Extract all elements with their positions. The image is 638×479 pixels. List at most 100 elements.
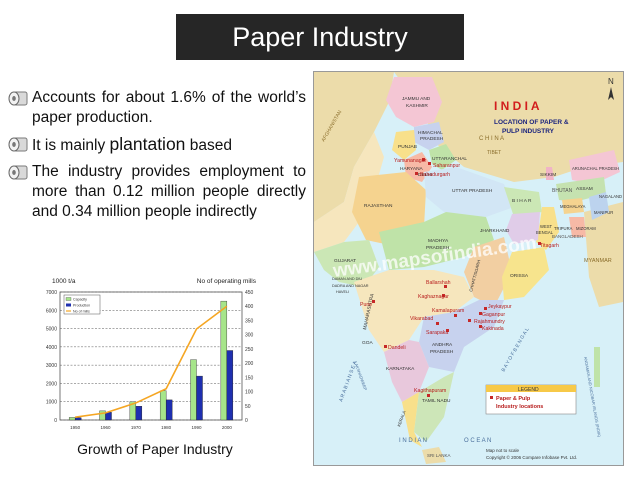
- label-hp-2: PRADESH: [420, 136, 444, 142]
- city-pune: Pune: [360, 302, 372, 308]
- label-bangladesh: BANGLADESH: [552, 234, 583, 239]
- state-punjab: [392, 130, 416, 160]
- label-arabian-sea: A R A B I A N S E A: [338, 360, 359, 403]
- bar-production: [135, 406, 143, 421]
- map-legend-header: [486, 385, 576, 392]
- marker-vikarabad: [436, 322, 439, 325]
- label-assam: ASSAM: [576, 186, 593, 192]
- marker-rajahmundry: [468, 319, 471, 322]
- bullet-1: Accounts for about 1.6% of the world’s p…: [6, 88, 306, 128]
- map-title: I N D I A: [494, 99, 540, 113]
- x-tick-label: 1960: [100, 425, 111, 430]
- label-manipur: MANIPUR: [594, 210, 613, 215]
- state-kerala: [402, 392, 422, 447]
- marker-kamalapuram: [454, 314, 457, 317]
- label-ap-2: PRADESH: [430, 349, 454, 355]
- bar-production: [226, 350, 234, 421]
- label-bihar: B I H A R: [512, 198, 532, 204]
- label-tibet: TIBET: [487, 150, 501, 156]
- label-uttaranchal: UTTARANCHAL: [432, 156, 467, 162]
- bar-capacity: [190, 359, 197, 421]
- slide-title: Paper Industry: [176, 14, 464, 60]
- bar-production: [196, 375, 203, 421]
- label-daman: DAMAN AND DIU: [332, 277, 362, 281]
- state-jharkhand: [506, 212, 540, 244]
- label-bhutan: BHUTAN: [552, 188, 573, 194]
- label-delhi: DELHI: [418, 172, 432, 178]
- city-kaghaznagar: Kaghaznagar: [418, 294, 449, 300]
- bullet-2: It is mainly plantation based: [6, 134, 306, 156]
- bullet-1-text: Accounts for about 1.6% of the world’s p…: [32, 89, 306, 126]
- paper-growth-chart: 0 1000 2000 3000 4000 5000 6000 7000 0 50 100 150 20…: [46, 278, 257, 430]
- state-karnataka: [384, 340, 429, 402]
- label-wb-2: BENGAL: [536, 230, 554, 235]
- marker-dandeli: [384, 345, 387, 348]
- bullet-3-text: The industry provides employment to more…: [32, 163, 306, 220]
- y-tick-label: 2000: [46, 381, 57, 387]
- andaman-islands: [594, 347, 600, 387]
- state-mp: [379, 212, 494, 270]
- map-subtitle-1: LOCATION OF PAPER &: [494, 119, 569, 126]
- label-up: UTTAR PRADESH: [452, 188, 493, 194]
- state-bihar: [504, 187, 542, 217]
- state-mizoram: [569, 217, 586, 237]
- city-titagarh: Titagarh: [540, 243, 559, 249]
- state-up: [424, 167, 514, 217]
- north-arrow-icon: [608, 87, 614, 100]
- state-arunachal: [569, 150, 620, 184]
- bar-production: [74, 417, 82, 421]
- city-kamalapuram: Kamalapuram: [432, 308, 464, 314]
- label-ap-1: ANDHRA: [432, 342, 453, 348]
- srilanka-region: [422, 447, 446, 464]
- state-jk: [386, 77, 442, 127]
- label-sikkim: SIKKIM: [540, 172, 556, 178]
- state-wb: [536, 207, 559, 250]
- state-tamilnadu: [414, 372, 454, 442]
- label-haryana: HARYANA: [400, 166, 424, 172]
- marker-titagarh: [538, 242, 541, 245]
- y2-tick-label: 0: [245, 418, 248, 424]
- label-dnh-2: HAVELI: [336, 290, 349, 294]
- y2-tick-label: 200: [245, 361, 254, 367]
- label-mp-2: PRADESH: [426, 245, 450, 251]
- marker-kagithapuram: [427, 394, 430, 397]
- y-axis-label: 1000 t/a: [52, 278, 76, 285]
- label-wb-1: WEST: [540, 224, 553, 229]
- city-rajahmundry: Rajahmundry: [474, 319, 505, 325]
- city-dandeli: Dandeli: [388, 345, 406, 351]
- state-uttaranchal: [429, 144, 456, 170]
- y2-tick-label: 50: [245, 404, 251, 410]
- label-jk-2: KASHMIR: [406, 103, 428, 109]
- bullet-list: Accounts for about 1.6% of the world’s p…: [6, 88, 306, 228]
- state-sikkim: [546, 167, 554, 180]
- state-manipur: [589, 192, 609, 220]
- bullet-2-emphasis: plantation: [109, 134, 186, 154]
- legend-swatch-production: [66, 303, 71, 307]
- y-tick-label: 4000: [46, 345, 57, 351]
- label-goa: GOA: [362, 340, 373, 346]
- bullet-2-before: It is mainly: [32, 137, 110, 154]
- x-tick-label: 1950: [70, 425, 81, 430]
- marker-saharanpur: [428, 162, 431, 165]
- map-legend-title: LEGEND: [518, 387, 539, 393]
- afghanistan-region: [314, 72, 394, 222]
- legend-swatch-capacity: [65, 297, 72, 301]
- y2-axis-label: No of operating mills: [197, 278, 257, 285]
- legend-item-2: Industry locations: [496, 404, 543, 410]
- label-karnataka: KARNATAKA: [386, 366, 415, 372]
- state-chhattisgarh: [464, 237, 512, 307]
- marker-kaghaznagar: [442, 294, 445, 297]
- marker-gaganpur: [479, 312, 482, 315]
- label-mizoram: MIZORAM: [576, 226, 596, 231]
- bar-capacity: [159, 390, 167, 421]
- state-orissa: [502, 247, 549, 300]
- city-saharanpur: Saharanpur: [433, 163, 460, 169]
- pakistan-region: [314, 132, 384, 252]
- city-kagithapuram: Kagithapuram: [414, 388, 446, 394]
- label-china: C H I N A: [479, 136, 504, 142]
- bar-production: [105, 412, 112, 421]
- y2-tick-label: 250: [245, 347, 254, 353]
- x-tick-label: 1990: [191, 425, 202, 430]
- label-jharkhand: JHARKHAND: [480, 228, 510, 234]
- label-orissa: ORISSA: [510, 273, 529, 279]
